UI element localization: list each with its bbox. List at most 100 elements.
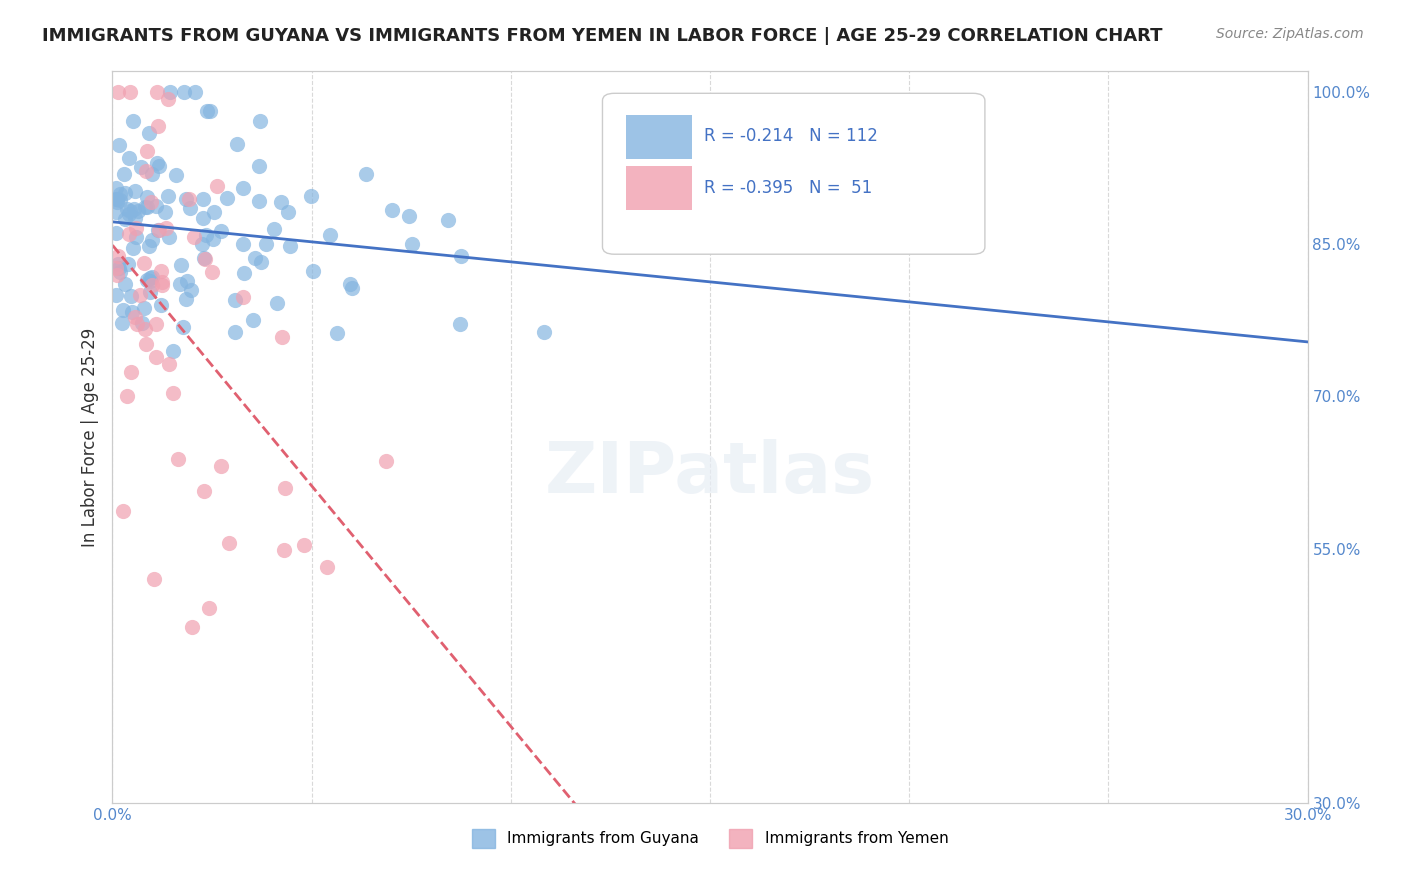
- FancyBboxPatch shape: [627, 167, 692, 211]
- Immigrants from Guyana: [340, 281, 363, 295]
- Immigrants from Yemen: [316, 559, 339, 574]
- Immigrants from Guyana: [121, 114, 143, 128]
- Immigrants from Guyana: [249, 114, 271, 128]
- Immigrants from Guyana: [198, 103, 221, 118]
- Immigrants from Yemen: [156, 92, 179, 106]
- Immigrants from Guyana: [159, 85, 181, 99]
- Immigrants from Guyana: [135, 273, 157, 287]
- Immigrants from Guyana: [141, 233, 163, 247]
- Immigrants from Guyana: [243, 251, 266, 265]
- Immigrants from Yemen: [139, 195, 162, 210]
- Immigrants from Guyana: [108, 265, 131, 279]
- Immigrants from Guyana: [169, 277, 191, 291]
- Immigrants from Guyana: [381, 202, 404, 217]
- Immigrants from Yemen: [149, 264, 172, 278]
- Immigrants from Yemen: [128, 288, 150, 302]
- Immigrants from Guyana: [157, 230, 180, 244]
- Immigrants from Guyana: [270, 195, 292, 210]
- Immigrants from Guyana: [449, 317, 471, 331]
- Immigrants from Guyana: [108, 260, 131, 275]
- Immigrants from Yemen: [209, 459, 232, 474]
- Immigrants from Guyana: [450, 249, 472, 263]
- Immigrants from Guyana: [117, 257, 139, 271]
- Immigrants from Guyana: [266, 295, 288, 310]
- Immigrants from Guyana: [146, 223, 169, 237]
- Immigrants from Guyana: [326, 326, 349, 340]
- Immigrants from Guyana: [121, 241, 143, 255]
- FancyBboxPatch shape: [603, 94, 986, 254]
- Text: R = -0.395   N =  51: R = -0.395 N = 51: [704, 179, 872, 197]
- Immigrants from Guyana: [138, 274, 160, 288]
- Immigrants from Guyana: [145, 199, 167, 213]
- Immigrants from Yemen: [159, 357, 181, 371]
- Immigrants from Yemen: [218, 535, 240, 549]
- Immigrants from Guyana: [150, 298, 173, 312]
- Immigrants from Guyana: [107, 257, 129, 271]
- Immigrants from Yemen: [145, 350, 167, 364]
- Immigrants from Guyana: [162, 344, 184, 359]
- Immigrants from Yemen: [375, 454, 398, 468]
- Immigrants from Yemen: [198, 601, 221, 615]
- Immigrants from Guyana: [263, 221, 285, 235]
- Immigrants from Guyana: [193, 251, 215, 265]
- Immigrants from Guyana: [138, 285, 160, 300]
- Immigrants from Guyana: [131, 316, 153, 330]
- Immigrants from Guyana: [183, 85, 205, 99]
- Immigrants from Guyana: [125, 229, 148, 244]
- Immigrants from Guyana: [247, 160, 270, 174]
- Immigrants from Yemen: [124, 221, 146, 235]
- Text: IMMIGRANTS FROM GUYANA VS IMMIGRANTS FROM YEMEN IN LABOR FORCE | AGE 25-29 CORRE: IMMIGRANTS FROM GUYANA VS IMMIGRANTS FRO…: [42, 27, 1163, 45]
- Immigrants from Guyana: [139, 271, 162, 285]
- Immigrants from Yemen: [105, 261, 128, 276]
- Immigrants from Guyana: [232, 236, 254, 251]
- Immigrants from Yemen: [135, 337, 157, 351]
- Immigrants from Guyana: [138, 126, 160, 140]
- Immigrants from Guyana: [172, 319, 194, 334]
- Immigrants from Yemen: [207, 178, 229, 193]
- Immigrants from Guyana: [114, 212, 136, 227]
- Immigrants from Guyana: [121, 305, 143, 319]
- Immigrants from Yemen: [162, 386, 184, 401]
- Immigrants from Guyana: [108, 193, 131, 207]
- Immigrants from Guyana: [135, 190, 157, 204]
- Immigrants from Yemen: [134, 322, 156, 336]
- Immigrants from Yemen: [294, 538, 316, 552]
- Immigrants from Guyana: [437, 213, 460, 227]
- Immigrants from Guyana: [398, 210, 420, 224]
- Immigrants from Guyana: [110, 187, 132, 202]
- Immigrants from Yemen: [193, 483, 215, 498]
- Immigrants from Yemen: [145, 85, 167, 99]
- Immigrants from Guyana: [105, 181, 128, 195]
- Text: Source: ZipAtlas.com: Source: ZipAtlas.com: [1216, 27, 1364, 41]
- Text: R = -0.214   N = 112: R = -0.214 N = 112: [704, 127, 877, 145]
- Immigrants from Guyana: [202, 205, 225, 219]
- Immigrants from Guyana: [356, 167, 378, 181]
- Immigrants from Yemen: [115, 389, 138, 403]
- Immigrants from Yemen: [150, 278, 173, 293]
- Immigrants from Guyana: [124, 184, 146, 198]
- Immigrants from Yemen: [146, 119, 169, 133]
- Immigrants from Guyana: [195, 104, 218, 119]
- Immigrants from Guyana: [202, 231, 225, 245]
- Immigrants from Guyana: [250, 255, 273, 269]
- Immigrants from Guyana: [134, 200, 156, 214]
- Immigrants from Guyana: [232, 266, 254, 280]
- Immigrants from Yemen: [132, 256, 155, 270]
- Immigrants from Guyana: [111, 302, 134, 317]
- Immigrants from Yemen: [183, 230, 205, 244]
- Immigrants from Guyana: [339, 277, 361, 292]
- Immigrants from Yemen: [148, 223, 170, 237]
- Immigrants from Yemen: [232, 290, 254, 304]
- Immigrants from Yemen: [179, 192, 201, 206]
- Immigrants from Guyana: [118, 203, 141, 218]
- Immigrants from Guyana: [120, 289, 142, 303]
- Immigrants from Yemen: [150, 276, 173, 290]
- Immigrants from Guyana: [225, 136, 247, 151]
- Immigrants from Yemen: [124, 310, 146, 325]
- Immigrants from Yemen: [141, 278, 163, 293]
- Immigrants from Guyana: [277, 205, 299, 219]
- Immigrants from Guyana: [217, 191, 239, 205]
- Immigrants from Yemen: [273, 542, 295, 557]
- Immigrants from Guyana: [280, 239, 302, 253]
- FancyBboxPatch shape: [627, 115, 692, 159]
